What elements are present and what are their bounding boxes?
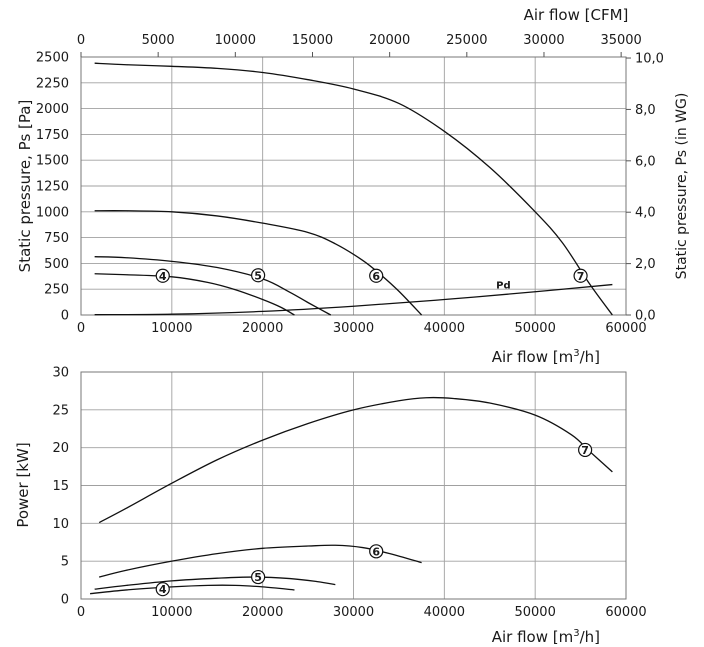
power-marker-5-circle: [251, 569, 266, 585]
power-marker-5-label: 5: [254, 571, 262, 584]
pressure-y-tick-label: 2250: [36, 76, 69, 91]
power-y-tick-label: 20: [52, 441, 69, 456]
power-series-7-line: [98, 396, 613, 524]
pressure-marker-5-label: 5: [254, 269, 262, 282]
pressure-annotation-pd: Pd: [496, 281, 511, 292]
pressure-y-tick-label: 2000: [36, 102, 69, 117]
power-x-tick-label: 0: [77, 605, 85, 620]
power-plot-frame: [80, 371, 627, 600]
pressure-x-tick-label: 50000: [514, 321, 555, 336]
power-marker-6-circle: [369, 544, 384, 559]
pressure-y2-tick-label: 4,0: [635, 206, 656, 221]
pressure-y2-tick-label: 0,0: [635, 309, 656, 324]
power-marker-7-circle: [578, 442, 593, 458]
pressure-y-tick-label: 1750: [36, 128, 69, 143]
power-x-tick-label: 30000: [333, 605, 374, 620]
pressure-y-tick-label: 500: [44, 257, 69, 272]
pressure-x-tick-label: 0: [77, 321, 85, 336]
power-y-axis-title: Power [kW]: [14, 442, 32, 527]
power-x-tick-label: 10000: [151, 605, 192, 620]
power-marker-6-label: 6: [372, 545, 380, 558]
power-series-5-line: [94, 576, 336, 590]
power-chart: 4 5 6 7 0 10000 20000 30000 40000 50000 60000 0 5 10…: [14, 366, 647, 647]
power-x-tick-label: 50000: [514, 605, 555, 620]
pressure-x-tick-label: 20000: [242, 321, 283, 336]
pressure-y-tick-label: 0: [61, 309, 69, 324]
pressure-y-tick-label: 250: [44, 283, 69, 298]
pressure-y-tick-label: 1250: [36, 180, 69, 195]
pressure-marker-5-circle: [251, 268, 266, 283]
pressure-x2-tick-label: 15000: [292, 33, 333, 48]
pressure-y-tick-label: 1000: [36, 205, 69, 220]
pressure-x-tick-label: 40000: [424, 321, 465, 336]
power-x-tick-label: 60000: [605, 605, 646, 620]
pressure-plot-frame: [80, 56, 627, 316]
pressure-x2-axis-title: Air flow [CFM]: [524, 6, 629, 24]
pressure-x2-tick-label: 5000: [142, 33, 175, 48]
pressure-marker-4-label: 4: [159, 270, 167, 283]
power-y-tick-label: 0: [61, 593, 69, 608]
pressure-x-tick-label: 30000: [333, 321, 374, 336]
pressure-x2-tick-label: 20000: [369, 33, 410, 48]
power-marker-4-circle: [155, 582, 170, 597]
pressure-series-5-line: [94, 256, 332, 316]
pressure-marker-6-label: 6: [372, 270, 380, 283]
pressure-y2-axis-title: Static pressure, Ps (in WG): [674, 93, 690, 280]
pressure-x-tick-label: 10000: [151, 321, 192, 336]
pressure-y-tick-label: 750: [44, 231, 69, 246]
pressure-marker-7-label: 7: [577, 270, 585, 283]
power-marker-4-label: 4: [159, 583, 167, 596]
pressure-x-axis-title: Air flow [m3/h]: [492, 348, 600, 366]
pressure-series-7-line: [94, 62, 613, 316]
power-y-tick-label: 10: [52, 517, 69, 532]
pressure-series-pd-line: [94, 283, 613, 316]
power-series-4-line: [90, 584, 295, 595]
power-y-tick-label: 30: [52, 366, 69, 381]
pressure-series-4-line: [94, 273, 295, 316]
pressure-y2-tick-label: 2,0: [635, 257, 656, 272]
pressure-x2-tick-label: 35000: [600, 33, 641, 48]
power-y-tick-label: 15: [52, 479, 69, 494]
pressure-y-axis-title: Static pressure, Ps [Pa]: [16, 100, 34, 273]
pressure-x2-tick-label: 25000: [446, 33, 487, 48]
power-x-tick-label: 20000: [242, 605, 283, 620]
pressure-x2-tick-label: 10000: [215, 33, 256, 48]
pressure-y-tick-label: 1500: [36, 154, 69, 169]
pressure-series-6-line: [94, 210, 423, 316]
pressure-y-tick-label: 2500: [36, 51, 69, 66]
pressure-y2-tick-label: 10,0: [635, 52, 664, 67]
pressure-marker-7-circle: [573, 268, 588, 283]
power-x-axis-title: Air flow [m3/h]: [492, 628, 600, 646]
pressure-marker-6-circle: [369, 268, 384, 283]
power-y-tick-label: 25: [52, 403, 69, 418]
pressure-y2-tick-label: 6,0: [635, 154, 656, 169]
pressure-y2-tick-label: 8,0: [635, 103, 656, 118]
pressure-x-tick-label: 60000: [605, 321, 646, 336]
power-x-tick-label: 40000: [424, 605, 465, 620]
pressure-x2-tick-label: 0: [77, 33, 85, 48]
power-marker-7-label: 7: [581, 444, 589, 457]
pressure-marker-4-circle: [155, 268, 170, 283]
pressure-x2-tick-label: 30000: [523, 33, 564, 48]
power-y-tick-label: 5: [61, 555, 69, 570]
